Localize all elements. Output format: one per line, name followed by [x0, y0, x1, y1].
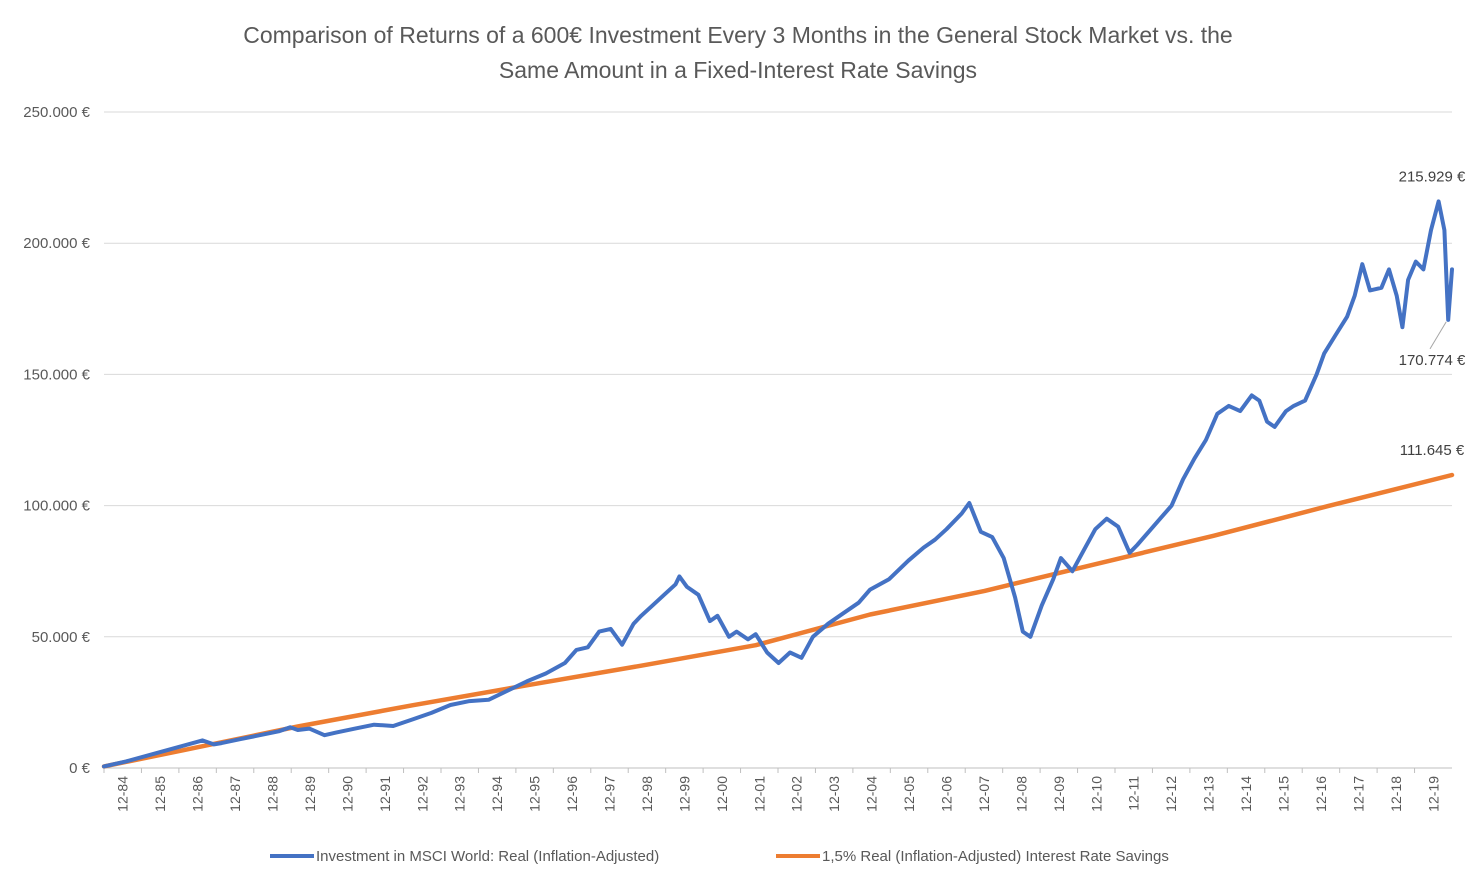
x-tick-label: 12-01: [751, 776, 767, 812]
x-tick-label: 12-89: [302, 776, 318, 812]
series-line-0: [102, 199, 1454, 769]
x-tick-label: 12-86: [190, 776, 206, 812]
x-tick-label: 12-04: [864, 776, 880, 812]
x-tick-label: 12-15: [1276, 776, 1292, 812]
x-tick-label: 12-13: [1201, 776, 1217, 812]
x-tick-label: 12-16: [1313, 776, 1329, 812]
legend-label-1[interactable]: 1,5% Real (Inflation-Adjusted) Interest …: [822, 848, 1169, 865]
data-label: 215.929 €: [1399, 168, 1466, 185]
leader-line: [1429, 321, 1447, 350]
x-tick-label: 12-06: [939, 776, 955, 812]
data-label: 111.645 €: [1400, 442, 1465, 459]
x-tick-label: 12-87: [227, 776, 243, 812]
x-tick-label: 12-09: [1051, 776, 1067, 812]
y-tick-label: 0 €: [69, 760, 91, 777]
series-lines: [101, 199, 1455, 769]
x-tick-label: 12-94: [489, 776, 505, 812]
y-axis-ticks: 0 € 50.000 € 100.000 € 150.000 € 200.000 € 25…: [23, 104, 90, 777]
series-line-1: [101, 472, 1455, 769]
x-tick-label: 12-05: [901, 776, 917, 812]
x-tick-label: 12-08: [1013, 776, 1029, 812]
chart-title-line-2: Same Amount in a Fixed-Interest Rate Sav…: [499, 57, 977, 83]
y-tick-label: 200.000 €: [23, 235, 90, 252]
x-tick-label: 12-97: [602, 776, 618, 812]
x-tick-label: 12-85: [152, 776, 168, 812]
x-tick-label: 12-10: [1088, 776, 1104, 812]
x-tick-label: 12-91: [377, 776, 393, 812]
legend[interactable]: Investment in MSCI World: Real (Inflatio…: [270, 848, 1169, 865]
x-tick-label: 12-00: [714, 776, 730, 812]
data-labels: 215.929 € 170.774 € 111.645 €: [1399, 168, 1466, 459]
x-tick-label: 12-14: [1238, 776, 1254, 812]
x-tick-label: 12-95: [527, 776, 543, 812]
x-tick-label: 12-18: [1388, 776, 1404, 812]
y-tick-label: 150.000 €: [23, 366, 90, 383]
x-axis: 12-84 12-85 12-86 12-87 12-88 12-89 12-90 12-91…: [103, 767, 1452, 812]
x-tick-label: 12-84: [115, 776, 131, 812]
x-tick-label: 12-12: [1163, 776, 1179, 812]
x-tick-label: 12-98: [639, 776, 655, 812]
x-tick-label: 12-03: [826, 776, 842, 812]
x-tick-label: 12-88: [265, 776, 281, 812]
y-tick-label: 100.000 €: [23, 498, 90, 515]
x-tick-label: 12-17: [1350, 776, 1366, 812]
x-tick-label: 12-93: [452, 776, 468, 812]
y-tick-label: 50.000 €: [32, 629, 91, 646]
x-tick-label: 12-02: [789, 776, 805, 812]
gridlines: [104, 111, 1452, 769]
x-tick-label: 12-90: [339, 776, 355, 812]
x-tick-label: 12-11: [1126, 776, 1142, 811]
data-label: 170.774 €: [1399, 352, 1466, 369]
x-tick-label: 12-99: [676, 776, 692, 812]
x-tick-label: 12-96: [564, 776, 580, 812]
legend-label-0[interactable]: Investment in MSCI World: Real (Inflatio…: [316, 848, 659, 865]
x-tick-label: 12-07: [976, 776, 992, 812]
x-tick-label: 12-19: [1425, 776, 1441, 812]
x-tick-label: 12-92: [414, 776, 430, 812]
y-tick-label: 250.000 €: [23, 104, 90, 121]
chart-title-line-1: Comparison of Returns of a 600€ Investme…: [243, 22, 1232, 48]
